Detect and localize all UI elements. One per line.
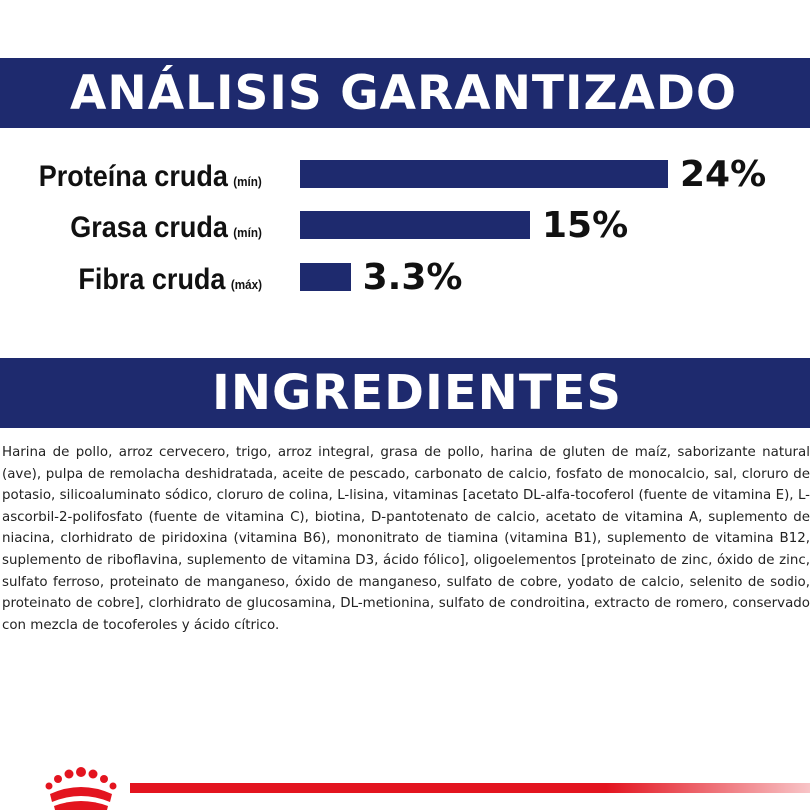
ingredients-banner: INGREDIENTES [0, 358, 810, 428]
crown-icon [45, 767, 117, 810]
nutrient-bar [300, 211, 530, 239]
nutrient-value: 24% [680, 154, 767, 195]
ingredients-title: INGREDIENTES [212, 365, 622, 421]
nutrient-row-fiber: Fibra cruda (máx) 3.3% [0, 257, 810, 299]
footer-line [130, 783, 810, 793]
analysis-banner: ANÁLISIS GARANTIZADO [0, 58, 810, 128]
nutrient-label: Grasa cruda (mín) [70, 211, 262, 244]
nutrient-bar [300, 160, 668, 188]
nutrient-row-protein: Proteína cruda (mín) 24% [0, 154, 810, 196]
nutrient-row-fat: Grasa cruda (mín) 15% [0, 205, 810, 247]
nutrient-value: 15% [542, 205, 629, 246]
analysis-title: ANÁLISIS GARANTIZADO [70, 65, 737, 121]
ingredients-text: Harina de pollo, arroz cervecero, trigo,… [2, 445, 810, 633]
nutrient-qualifier: (máx) [230, 277, 262, 292]
nutrient-qualifier: (mín) [233, 225, 262, 240]
nutrient-label: Proteína cruda (mín) [38, 160, 262, 193]
nutrient-bar [300, 263, 351, 291]
nutrient-label: Fibra cruda (máx) [78, 263, 262, 296]
nutrient-value: 3.3% [362, 257, 463, 298]
nutrient-qualifier: (mín) [233, 174, 262, 189]
